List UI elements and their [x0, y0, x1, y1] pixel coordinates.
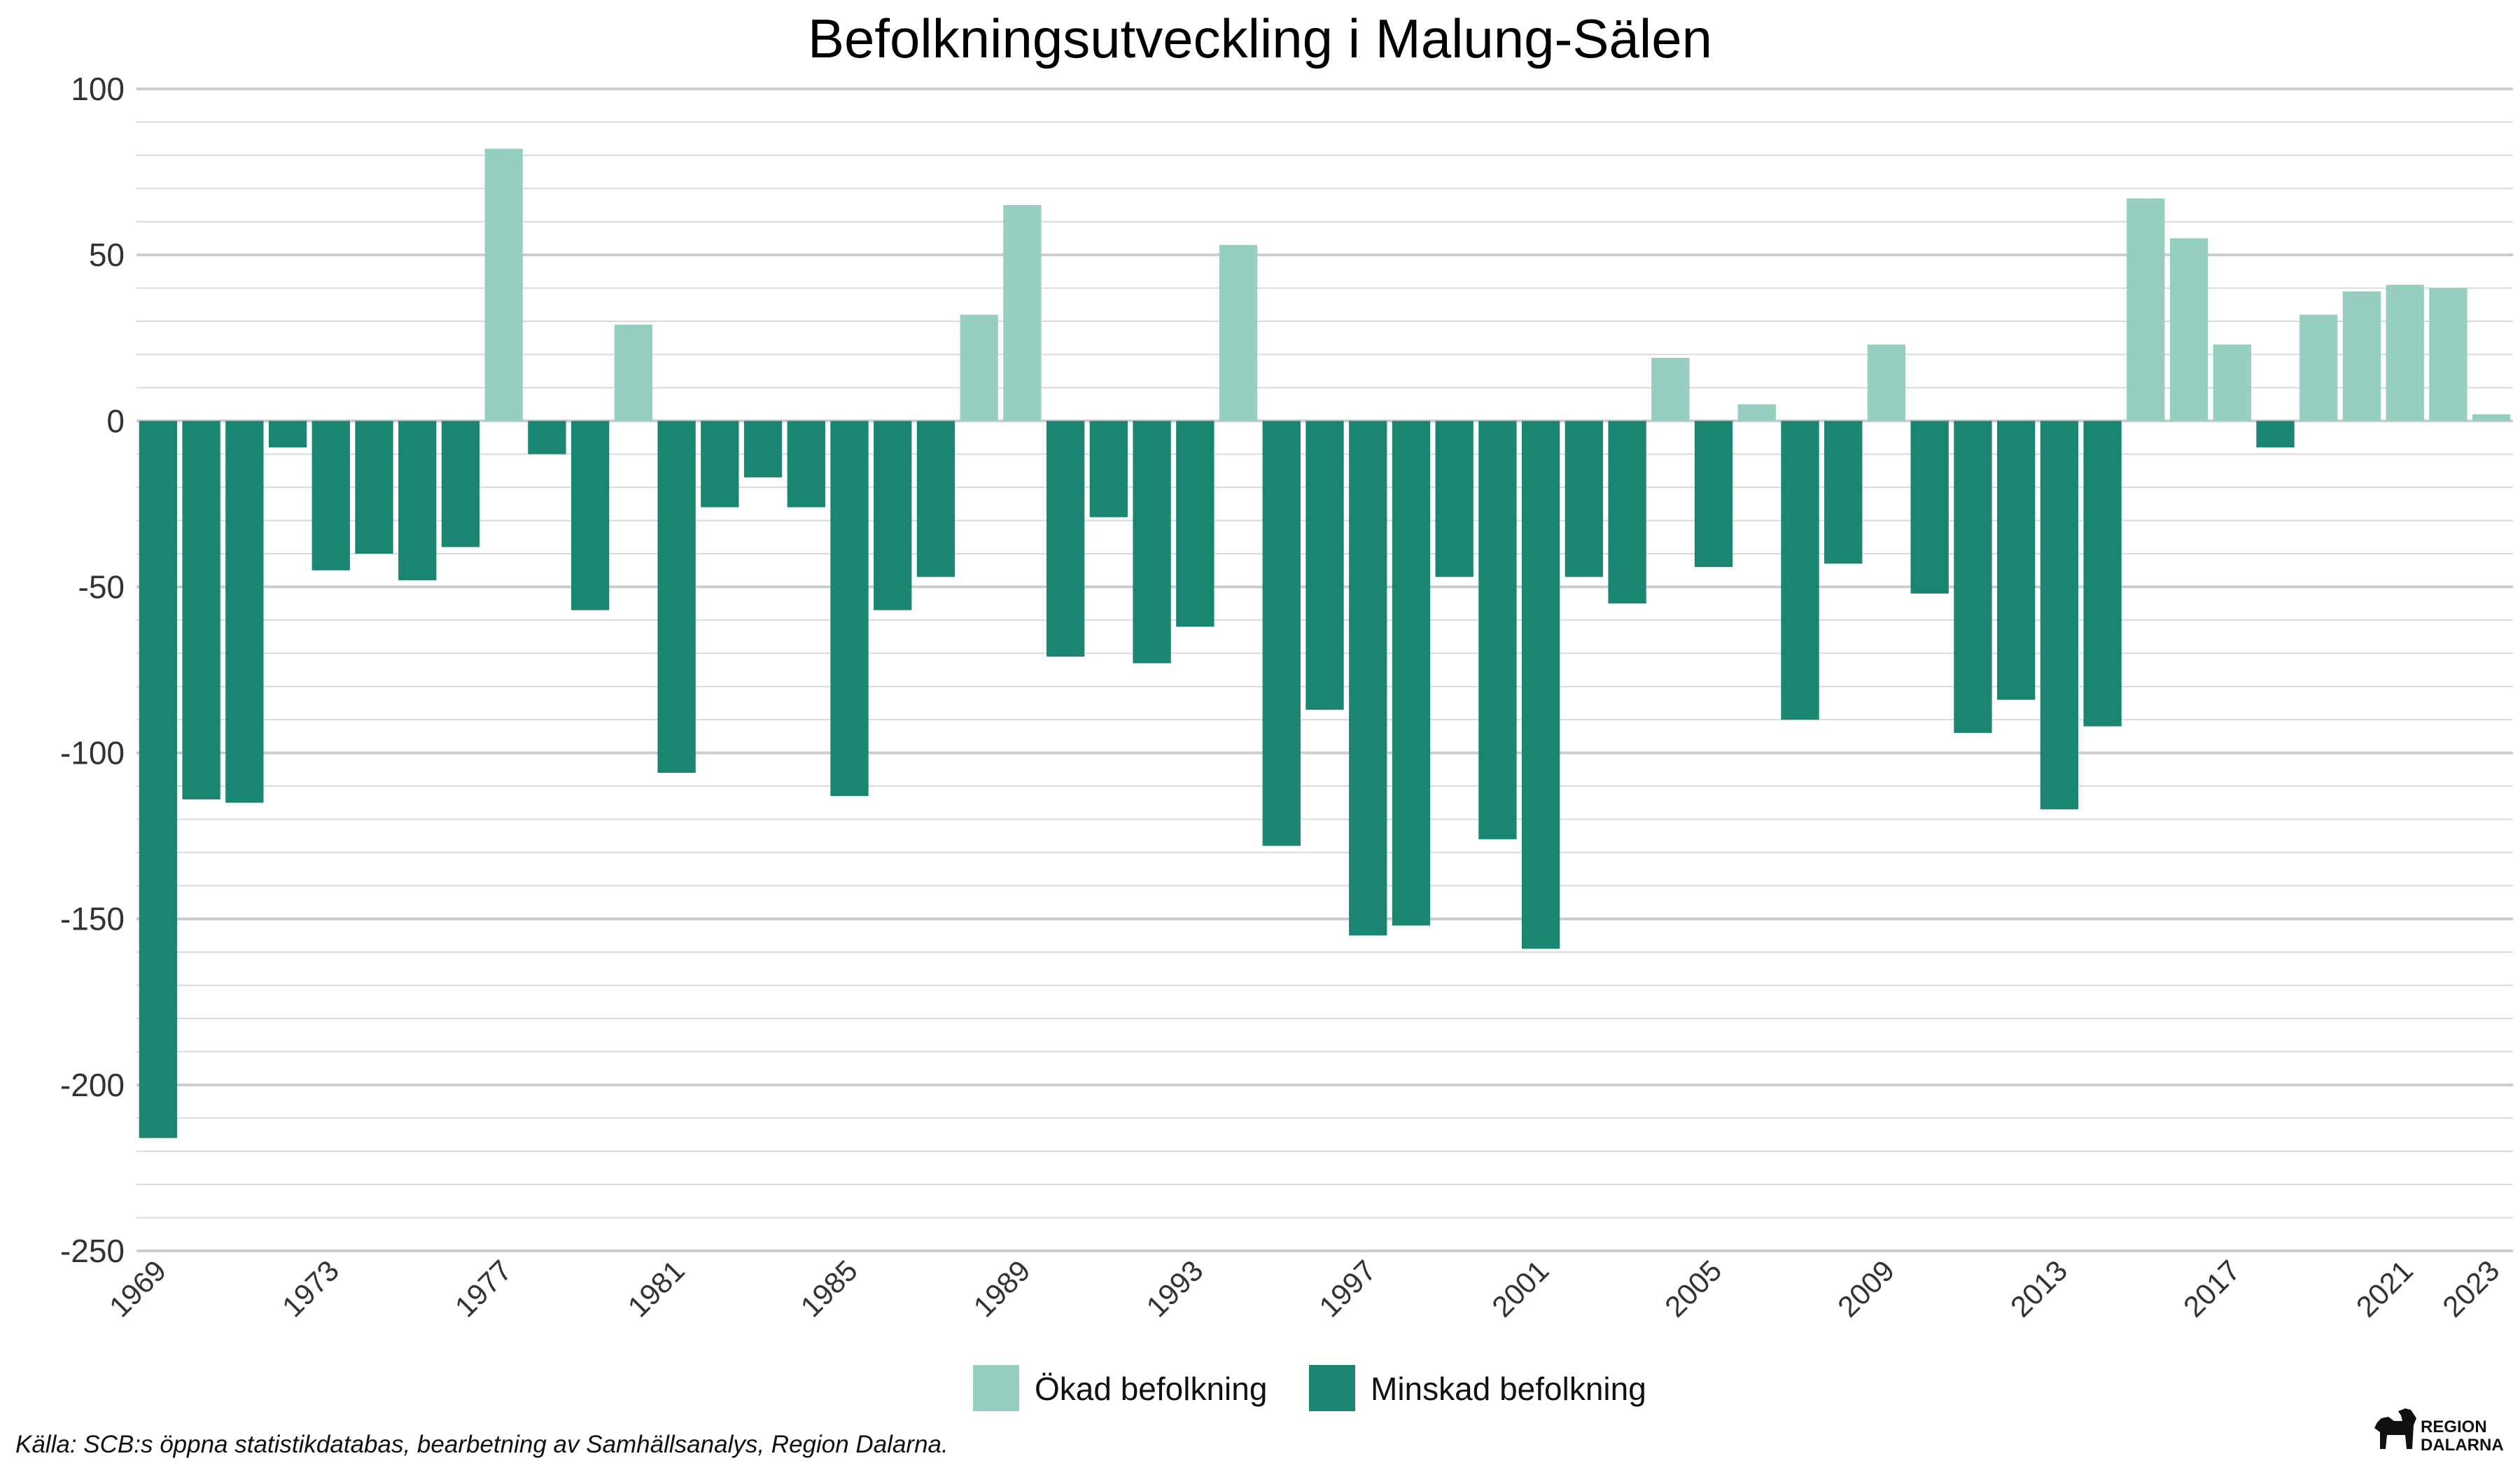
- y-tick-label: -250: [60, 1233, 125, 1269]
- dala-horse-icon: [2374, 1408, 2416, 1449]
- bar-2023: [2472, 414, 2511, 421]
- y-axis-ticks: 100 50 0 -50 -100 -150 -200 -250: [60, 71, 125, 1269]
- bar-1989: [1003, 205, 1042, 421]
- bar-1986: [874, 421, 912, 610]
- bars: [139, 148, 2511, 1138]
- bar-1990: [1046, 421, 1085, 657]
- bar-1991: [1089, 421, 1128, 517]
- bar-2006: [1737, 404, 1776, 421]
- y-tick-label: -50: [78, 568, 125, 605]
- x-tick-label: 1993: [1140, 1254, 1209, 1323]
- bar-2013: [2040, 421, 2079, 810]
- bar-1970: [182, 421, 220, 799]
- x-tick-label: 2009: [1831, 1254, 1900, 1323]
- bar-1973: [312, 421, 350, 570]
- bar-1974: [355, 421, 393, 554]
- x-tick-label: 1981: [622, 1254, 691, 1323]
- bar-1978: [528, 421, 566, 454]
- bar-1980: [614, 324, 653, 421]
- bar-1994: [1219, 244, 1258, 421]
- bar-2016: [2169, 238, 2208, 421]
- bar-1999: [1435, 421, 1474, 578]
- bar-1996: [1306, 421, 1344, 710]
- bar-1981: [657, 421, 696, 774]
- bar-1997: [1349, 421, 1387, 936]
- x-tick-label: 1977: [449, 1254, 518, 1323]
- bar-2002: [1564, 421, 1604, 578]
- logo-line-1: REGION: [2421, 1418, 2487, 1436]
- legend-label-increase: Ökad befolkning: [1035, 1371, 1267, 1407]
- bar-1975: [398, 421, 437, 580]
- bar-1988: [960, 314, 998, 421]
- bar-2001: [1521, 421, 1560, 949]
- x-tick-label: 2005: [1658, 1254, 1728, 1323]
- x-tick-label: 2021: [2350, 1254, 2419, 1323]
- y-tick-label: -100: [60, 735, 125, 771]
- bar-2021: [2386, 284, 2424, 421]
- bar-2022: [2429, 288, 2468, 421]
- y-tick-label: 100: [71, 71, 125, 107]
- legend-swatch-decrease: [1309, 1365, 1355, 1411]
- y-tick-label: 50: [89, 237, 125, 273]
- bar-1993: [1176, 421, 1214, 627]
- x-tick-label: 2023: [2436, 1254, 2505, 1323]
- bar-2009: [1867, 344, 1906, 421]
- bar-2017: [2213, 344, 2251, 421]
- y-tick-label: -200: [60, 1067, 125, 1103]
- bar-2014: [2083, 421, 2122, 727]
- bar-2007: [1781, 421, 1819, 720]
- bar-2019: [2300, 314, 2338, 421]
- x-tick-label: 2013: [2004, 1254, 2073, 1323]
- bar-1969: [139, 421, 178, 1138]
- y-tick-label: -150: [60, 901, 125, 937]
- bar-1984: [787, 421, 825, 507]
- bar-2005: [1694, 421, 1733, 567]
- logo-line-2: DALARNA: [2421, 1436, 2504, 1455]
- bar-2020: [2342, 291, 2381, 421]
- y-tick-label: 0: [106, 402, 125, 439]
- bar-2010: [1910, 421, 1949, 594]
- x-axis-ticks: 1969 1973 1977 1981 1985 1989 1993 1997 2001 2005…: [103, 1254, 2506, 1323]
- x-tick-label: 1973: [276, 1254, 345, 1323]
- legend-label-decrease: Minskad befolkning: [1371, 1371, 1646, 1407]
- source-note: Källa: SCB:s öppna statistikdatabas, bea…: [15, 1431, 948, 1458]
- bar-1987: [916, 421, 955, 578]
- bar-2012: [1996, 421, 2036, 700]
- bar-2011: [1954, 421, 1992, 734]
- x-tick-label: 2017: [2177, 1254, 2246, 1323]
- bar-1985: [830, 421, 869, 797]
- bar-1977: [484, 148, 523, 421]
- bar-2004: [1651, 358, 1690, 421]
- bar-1976: [441, 421, 480, 547]
- bar-1982: [701, 421, 739, 507]
- bar-1992: [1133, 421, 1171, 664]
- bar-1971: [225, 421, 264, 803]
- bar-2018: [2256, 421, 2295, 448]
- bar-1998: [1392, 421, 1431, 926]
- chart-title: Befolkningsutveckling i Malung-Sälen: [808, 8, 1712, 69]
- legend-swatch-increase: [973, 1365, 1019, 1411]
- bar-2000: [1478, 421, 1517, 839]
- bar-1983: [743, 421, 783, 477]
- bar-1972: [268, 421, 307, 448]
- x-tick-label: 1997: [1312, 1254, 1382, 1323]
- region-dalarna-logo: REGION DALARNA: [2374, 1408, 2504, 1455]
- legend: Ökad befolkning Minskad befolkning: [973, 1365, 1646, 1411]
- bar-2008: [1824, 421, 1863, 564]
- x-tick-label: 1989: [967, 1254, 1036, 1323]
- bar-1979: [570, 421, 610, 610]
- x-tick-label: 2001: [1485, 1254, 1555, 1323]
- bar-1995: [1262, 421, 1301, 846]
- x-tick-label: 1985: [794, 1254, 864, 1323]
- bar-2003: [1608, 421, 1646, 604]
- bar-2015: [2127, 198, 2165, 421]
